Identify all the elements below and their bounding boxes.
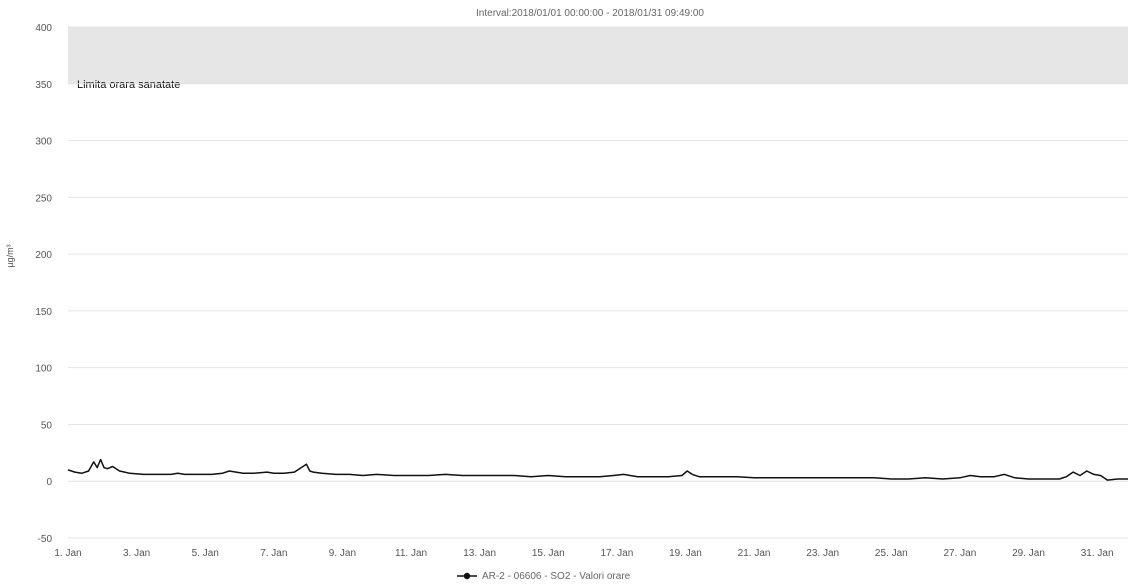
legend[interactable]: AR-2 - 06606 - SO2 - Valori orare [457, 571, 631, 582]
series-layer [67, 458, 1128, 481]
x-tick-label: 27. Jan [944, 548, 977, 559]
y-tick-label: 150 [35, 307, 52, 318]
x-tick-label: 31. Jan [1081, 548, 1114, 559]
health-limit-band [68, 27, 1128, 84]
y-tick-label: 200 [35, 250, 52, 261]
y-tick-label: -50 [38, 534, 53, 545]
y-tick-label: 300 [35, 137, 52, 148]
series-line [67, 458, 1128, 481]
y-tick-label: 350 [35, 80, 52, 91]
y-tick-label: 0 [46, 477, 52, 488]
x-tick-label: 3. Jan [123, 548, 150, 559]
x-tick-label: 5. Jan [192, 548, 219, 559]
x-tick-label: 11. Jan [395, 548, 427, 559]
x-tick-label: 13. Jan [463, 548, 496, 559]
y-tick-label: 50 [41, 420, 53, 431]
x-axis-ticks: 1. Jan 3. Jan 5. Jan 7. Jan 9. Jan 11. Jan 13.… [54, 548, 1113, 559]
x-tick-label: 9. Jan [329, 548, 356, 559]
y-tick-label: 250 [35, 193, 52, 204]
health-limit-band-label: Limita orara sanatate [77, 79, 180, 91]
gridlines [68, 26, 1128, 539]
y-tick-label: 100 [35, 364, 52, 375]
chart-title: Interval:2018/01/01 00:00:00 - 2018/01/3… [476, 8, 704, 19]
x-tick-label: 7. Jan [260, 548, 287, 559]
y-tick-label: 400 [35, 23, 52, 34]
x-tick-label: 19. Jan [669, 548, 702, 559]
plot-bands: Limita orara sanatate [68, 27, 1128, 91]
x-tick-label: 21. Jan [738, 548, 771, 559]
x-tick-label: 17. Jan [600, 548, 633, 559]
y-axis-ticks: -50 0 50 100 150 200 250 300 350 400 [35, 23, 52, 545]
x-tick-label: 1. Jan [54, 548, 81, 559]
legend-marker-icon [463, 572, 471, 580]
x-tick-label: 29. Jan [1012, 548, 1045, 559]
x-tick-label: 15. Jan [532, 548, 565, 559]
y-axis-label: µg/m³ [5, 244, 15, 267]
x-tick-label: 25. Jan [875, 548, 908, 559]
legend-series-name: AR-2 - 06606 - SO2 - Valori orare [482, 571, 631, 582]
x-tick-label: 23. Jan [806, 548, 839, 559]
